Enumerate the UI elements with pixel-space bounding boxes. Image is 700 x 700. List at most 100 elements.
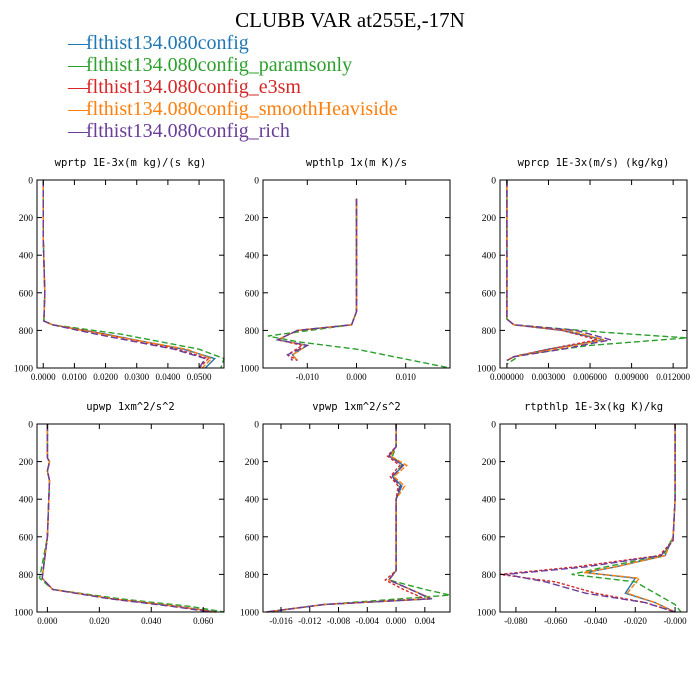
plot-frame	[499, 423, 688, 613]
x-tick-label: 0.003000	[532, 372, 566, 382]
legend: —flthist134.080config —flthist134.080con…	[68, 32, 398, 142]
x-tick-label: 0.004	[415, 616, 436, 626]
series-line	[275, 198, 358, 361]
y-tick-label: 600	[482, 533, 497, 543]
y-tick-label: 400	[482, 252, 497, 262]
plot-frame	[262, 423, 451, 613]
x-tick-label: 0.000	[386, 616, 407, 626]
legend-label: flthist134.080config	[86, 32, 249, 54]
y-tick-label: 0	[28, 421, 33, 431]
plot-frame	[36, 423, 225, 613]
series-line	[42, 180, 207, 369]
legend-line-icon: —	[68, 54, 88, 76]
series-line	[499, 424, 676, 613]
y-tick-label: 0	[254, 421, 259, 431]
series-line	[275, 198, 358, 361]
y-tick-label: 400	[19, 496, 34, 506]
y-tick-label: 1000	[14, 365, 33, 375]
x-tick-label: 0.040	[141, 616, 162, 626]
x-tick-label: -0.060	[544, 616, 568, 626]
x-tick-label: 0.060	[193, 616, 214, 626]
y-tick-label: 200	[482, 458, 497, 468]
series-line	[506, 180, 598, 362]
y-tick-label: 400	[245, 252, 260, 262]
y-tick-label: 800	[245, 327, 260, 337]
y-tick-label: 800	[19, 327, 34, 337]
x-tick-label: -0.010	[296, 372, 320, 382]
x-tick-label: -0.008	[327, 616, 351, 626]
y-tick-label: 0	[254, 177, 259, 187]
y-tick-label: 400	[245, 496, 260, 506]
y-tick-label: 1000	[477, 365, 496, 375]
panel-title: rtpthlp 1E-3x(kg K)/kg	[524, 401, 663, 413]
y-tick-label: 400	[19, 252, 34, 262]
x-tick-label: 0.0300	[124, 372, 149, 382]
x-tick-label: 0.009000	[615, 372, 649, 382]
legend-label: flthist134.080config_paramsonly	[86, 54, 353, 76]
legend-line-icon: —	[68, 32, 88, 54]
x-tick-label: -0.012	[298, 616, 321, 626]
series-line	[266, 424, 433, 613]
y-tick-label: 1000	[14, 609, 33, 619]
series-line	[41, 424, 212, 613]
y-tick-label: 1000	[240, 365, 259, 375]
series-line	[583, 424, 676, 613]
panel-title: wpthlp 1x(m K)/s	[306, 157, 407, 169]
series-line	[266, 424, 433, 613]
series-line	[38, 424, 225, 613]
panel-title: wprcp 1E-3x(m/s) (kg/kg)	[518, 157, 670, 169]
legend-label: flthist134.080config_rich	[86, 120, 290, 142]
x-tick-label: 0.010	[396, 372, 417, 382]
x-tick-label: 0.0000	[31, 372, 56, 382]
x-tick-label: 0.0400	[156, 372, 181, 382]
y-tick-label: 400	[482, 496, 497, 506]
panel-title: vpwp 1xm^2/s^2	[312, 401, 401, 413]
series-line	[506, 180, 611, 362]
x-tick-label: 0.0200	[93, 372, 118, 382]
y-tick-label: 600	[19, 533, 34, 543]
x-tick-label: -0.040	[584, 616, 608, 626]
x-tick-label: -0.004	[356, 616, 380, 626]
y-tick-label: 600	[19, 289, 34, 299]
series-line	[275, 198, 358, 362]
y-tick-label: 0	[491, 421, 496, 431]
legend-item: —flthist134.080config_rich	[68, 120, 398, 142]
x-tick-label: -0.000	[663, 616, 687, 626]
series-line	[585, 424, 676, 613]
x-tick-label: -0.016	[269, 616, 293, 626]
legend-item: —flthist134.080config_paramsonly	[68, 54, 398, 76]
figure-title: CLUBB VAR at255E,-17N	[235, 8, 465, 32]
y-tick-label: 200	[482, 214, 497, 224]
series-line	[571, 424, 682, 613]
legend-item: —flthist134.080config	[68, 32, 398, 54]
x-tick-label: 0.0100	[62, 372, 87, 382]
series-line	[275, 198, 358, 361]
plot-frame	[499, 179, 688, 369]
y-tick-label: 600	[245, 289, 260, 299]
x-tick-label: 0.012000	[656, 372, 690, 382]
y-tick-label: 200	[19, 214, 34, 224]
panel-title: upwp 1xm^2/s^2	[86, 401, 175, 413]
x-tick-label: -0.020	[624, 616, 648, 626]
y-tick-label: 200	[19, 458, 34, 468]
x-tick-label: -0.080	[504, 616, 528, 626]
y-tick-label: 800	[19, 571, 34, 581]
x-tick-label: 0.020	[89, 616, 110, 626]
legend-line-icon: —	[68, 76, 88, 98]
y-tick-label: 0	[28, 177, 33, 187]
y-tick-label: 600	[482, 289, 497, 299]
series-line	[41, 424, 214, 613]
series-line	[505, 424, 676, 613]
y-tick-label: 1000	[477, 609, 496, 619]
x-tick-label: 0.0500	[187, 372, 212, 382]
y-tick-label: 200	[245, 214, 260, 224]
y-tick-label: 0	[491, 177, 496, 187]
y-tick-label: 800	[482, 571, 497, 581]
legend-item: —flthist134.080config_smoothHeaviside	[68, 98, 398, 120]
series-line	[41, 424, 217, 613]
y-tick-label: 600	[245, 533, 260, 543]
y-tick-label: 800	[245, 571, 260, 581]
y-tick-label: 200	[245, 458, 260, 468]
x-tick-label: 0.000000	[490, 372, 524, 382]
x-tick-label: 0.000	[37, 616, 58, 626]
